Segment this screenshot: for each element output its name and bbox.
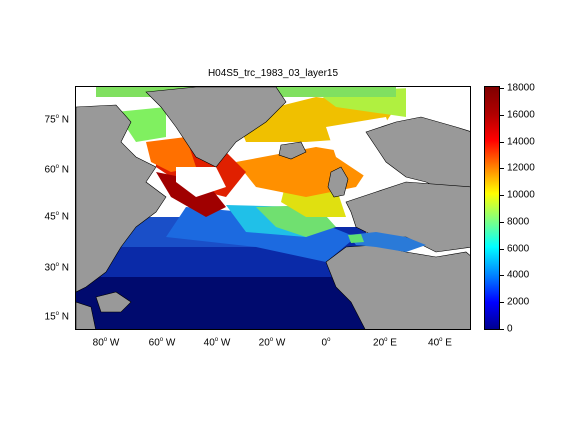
colorbar-tick-mark [500, 248, 504, 250]
colorbar-tick-label: 4000 [507, 269, 530, 281]
colorbar-tick-mark [500, 275, 504, 277]
land-north-america [76, 104, 167, 293]
lon-label-60w: 60o W [148, 337, 176, 349]
lon-label-20e: 20o E [373, 337, 397, 349]
colorbar-tick-label: 18000 [507, 82, 535, 94]
land-caribbean [95, 291, 132, 313]
colorbar-tick-label: 10000 [507, 189, 535, 201]
figure-title: H04S5_trc_1983_03_layer15 [207, 68, 339, 79]
ocean-darkred-band [156, 172, 226, 217]
lat-label-45: 45o N [44, 211, 69, 223]
colorbar [484, 86, 500, 330]
colorbar-tick-mark [500, 329, 504, 330]
ocean-orange-labrador [146, 137, 196, 172]
lon-label-40e: 40o E [428, 337, 452, 349]
missing-region-labrador [176, 167, 226, 197]
colorbar-tick-label: 16000 [507, 109, 535, 121]
land-iceland [278, 141, 307, 160]
colorbar-tick-mark [500, 141, 504, 143]
colorbar-tick-label: 2000 [507, 296, 530, 308]
colorbar-tick-mark [500, 168, 504, 170]
land-greenland [145, 87, 287, 168]
colorbar-tick-label: 14000 [507, 136, 535, 148]
lat-label-60: 60o N [44, 164, 69, 176]
ocean-lightgreen-nw [116, 107, 166, 142]
lat-label-75: 75o N [44, 114, 69, 126]
colorbar-tick-mark [500, 221, 504, 223]
land-central-america [76, 301, 96, 329]
lon-label-20w: 20o W [258, 337, 286, 349]
colorbar-tick-label: 8000 [507, 216, 530, 228]
lon-label-0: 0o [321, 337, 331, 349]
colorbar-tick-mark [500, 88, 504, 89]
sea-mediterranean [348, 232, 426, 252]
lon-label-80w: 80o W [92, 337, 120, 349]
map-canvas [76, 87, 470, 329]
colorbar-tick-label: 0 [507, 323, 513, 335]
lat-label-30: 30o N [44, 262, 69, 274]
colorbar-tick-mark [500, 114, 504, 116]
colorbar-tick-mark [500, 195, 504, 197]
lon-label-40w: 40o W [203, 337, 231, 349]
land-british-isles [327, 166, 349, 198]
map-panel [75, 86, 471, 330]
colorbar-tick-label: 6000 [507, 243, 530, 255]
sea-med-green [348, 234, 364, 243]
lat-label-15: 15o N [44, 311, 69, 323]
colorbar-tick-label: 12000 [507, 162, 535, 174]
colorbar-tick-mark [500, 302, 504, 304]
